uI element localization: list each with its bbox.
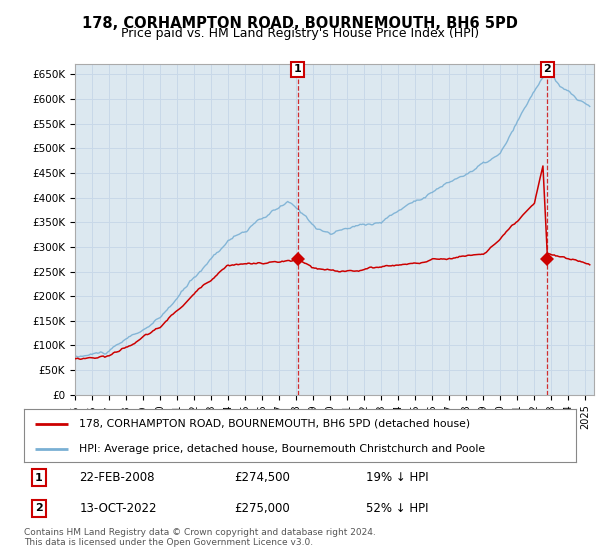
Text: 52% ↓ HPI: 52% ↓ HPI [366,502,429,515]
Text: Price paid vs. HM Land Registry's House Price Index (HPI): Price paid vs. HM Land Registry's House … [121,27,479,40]
Text: 19% ↓ HPI: 19% ↓ HPI [366,471,429,484]
Text: HPI: Average price, detached house, Bournemouth Christchurch and Poole: HPI: Average price, detached house, Bour… [79,444,485,454]
Text: 178, CORHAMPTON ROAD, BOURNEMOUTH, BH6 5PD (detached house): 178, CORHAMPTON ROAD, BOURNEMOUTH, BH6 5… [79,419,470,429]
Text: 1: 1 [35,473,43,483]
Text: 178, CORHAMPTON ROAD, BOURNEMOUTH, BH6 5PD: 178, CORHAMPTON ROAD, BOURNEMOUTH, BH6 5… [82,16,518,31]
Text: 13-OCT-2022: 13-OCT-2022 [79,502,157,515]
Text: Contains HM Land Registry data © Crown copyright and database right 2024.
This d: Contains HM Land Registry data © Crown c… [24,528,376,547]
Text: £274,500: £274,500 [234,471,290,484]
Text: £275,000: £275,000 [234,502,290,515]
Text: 2: 2 [544,64,551,74]
Text: 2: 2 [35,503,43,514]
Text: 1: 1 [294,64,302,74]
Text: 22-FEB-2008: 22-FEB-2008 [79,471,155,484]
